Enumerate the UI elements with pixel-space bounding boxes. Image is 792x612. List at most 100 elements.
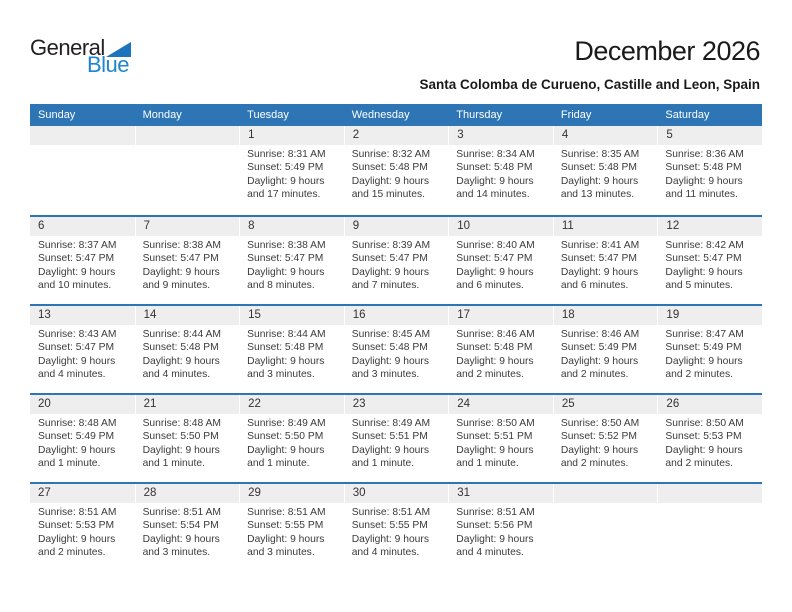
day-cell-18: 18 Sunrise: 8:46 AM Sunset: 5:49 PM Dayligh… [552, 306, 658, 393]
week-row-3: 13 Sunrise: 8:43 AM Sunset: 5:47 PM Dayligh… [30, 304, 762, 393]
day-number [552, 484, 658, 503]
day-number: 23 [343, 395, 449, 414]
calendar-grid: 1 Sunrise: 8:31 AM Sunset: 5:49 PM Daylight… [30, 126, 762, 571]
day-detail-line: Sunset: 5:48 PM [351, 162, 428, 174]
day-details: Sunrise: 8:46 AM Sunset: 5:49 PM Daylight:… [553, 325, 658, 382]
day-detail-line: Daylight: 9 hours [142, 266, 220, 278]
day-number: 13 [30, 306, 135, 325]
day-cell-25: 25 Sunrise: 8:50 AM Sunset: 5:52 PM Dayligh… [552, 395, 658, 482]
day-detail-line: Sunrise: 8:46 AM [560, 329, 640, 340]
day-detail-line: Daylight: 9 hours [456, 444, 534, 456]
day-number [30, 126, 135, 145]
day-details: Sunrise: 8:48 AM Sunset: 5:49 PM Daylight:… [30, 414, 135, 471]
day-cell-10: 10 Sunrise: 8:40 AM Sunset: 5:47 PM Dayligh… [448, 217, 553, 304]
day-number: 15 [239, 306, 344, 325]
day-detail-line: and 3 minutes. [142, 547, 211, 559]
day-number: 26 [657, 395, 762, 414]
day-number: 24 [448, 395, 553, 414]
weekday-header-thursday: Thursday [456, 109, 503, 121]
day-details: Sunrise: 8:45 AM Sunset: 5:48 PM Daylight:… [344, 325, 449, 382]
day-detail-line: Sunrise: 8:39 AM [351, 240, 431, 251]
day-detail-line: Daylight: 9 hours [38, 444, 116, 456]
weekday-header-wednesday: Wednesday [351, 109, 410, 121]
day-details: Sunrise: 8:49 AM Sunset: 5:51 PM Daylight:… [344, 414, 449, 471]
day-detail-line: Sunset: 5:52 PM [560, 431, 637, 443]
day-details: Sunrise: 8:39 AM Sunset: 5:47 PM Daylight:… [344, 236, 449, 293]
day-detail-line: and 3 minutes. [247, 369, 315, 381]
day-detail-line: Daylight: 9 hours [456, 355, 534, 367]
day-number: 11 [552, 217, 658, 236]
day-cell-27: 27 Sunrise: 8:51 AM Sunset: 5:53 PM Dayligh… [30, 484, 135, 571]
day-number: 12 [657, 217, 762, 236]
weekday-header-friday: Friday [560, 109, 592, 121]
day-detail-line: Sunset: 5:47 PM [247, 253, 324, 265]
day-detail-line: Sunrise: 8:50 AM [560, 418, 640, 429]
day-detail-line: Sunset: 5:47 PM [560, 253, 637, 265]
weekday-header-tuesday: Tuesday [247, 109, 289, 121]
day-details: Sunrise: 8:50 AM Sunset: 5:51 PM Daylight:… [448, 414, 553, 471]
day-cell-31: 31 Sunrise: 8:51 AM Sunset: 5:56 PM Dayligh… [448, 484, 553, 571]
day-details: Sunrise: 8:37 AM Sunset: 5:47 PM Daylight:… [30, 236, 135, 293]
day-number: 14 [134, 306, 240, 325]
day-detail-line: Daylight: 9 hours [38, 355, 116, 367]
week-row-2: 6 Sunrise: 8:37 AM Sunset: 5:47 PM Daylight… [30, 215, 762, 304]
day-detail-line: Sunset: 5:47 PM [38, 253, 115, 265]
logo-general-text: General [30, 35, 105, 60]
day-cell-29: 29 Sunrise: 8:51 AM Sunset: 5:55 PM Dayligh… [239, 484, 344, 571]
day-cell-2: 2 Sunrise: 8:32 AM Sunset: 5:48 PM Daylight… [343, 126, 449, 215]
day-details: Sunrise: 8:51 AM Sunset: 5:55 PM Daylight:… [239, 503, 344, 560]
day-detail-line: and 7 minutes. [351, 280, 420, 292]
day-detail-line: Sunset: 5:47 PM [38, 342, 115, 354]
day-cell-empty [134, 126, 240, 215]
day-cell-28: 28 Sunrise: 8:51 AM Sunset: 5:54 PM Dayligh… [134, 484, 240, 571]
day-detail-line: Sunrise: 8:50 AM [456, 418, 535, 429]
day-detail-line: Sunrise: 8:32 AM [351, 149, 431, 160]
day-number: 3 [448, 126, 553, 145]
weekday-header-row: Sunday Monday Tuesday Wednesday Thursday Frid… [30, 104, 762, 126]
day-detail-line: Sunrise: 8:40 AM [456, 240, 535, 251]
day-detail-line: Sunrise: 8:46 AM [456, 329, 535, 340]
day-details: Sunrise: 8:34 AM Sunset: 5:48 PM Daylight:… [448, 145, 553, 202]
day-cell-empty [552, 484, 658, 571]
day-details: Sunrise: 8:42 AM Sunset: 5:47 PM Daylight:… [657, 236, 762, 293]
day-number: 18 [552, 306, 658, 325]
day-detail-line: Sunset: 5:48 PM [142, 342, 219, 354]
day-details: Sunrise: 8:44 AM Sunset: 5:48 PM Daylight:… [135, 325, 240, 382]
day-detail-line: Daylight: 9 hours [142, 355, 220, 367]
day-detail-line: Sunrise: 8:50 AM [665, 418, 744, 429]
day-detail-line: Sunset: 5:47 PM [665, 253, 742, 265]
day-number: 2 [343, 126, 449, 145]
title-block: December 2026 Santa Colomba de Curueno, … [419, 36, 760, 92]
day-detail-line: Sunrise: 8:48 AM [142, 418, 221, 429]
day-detail-line: and 13 minutes. [560, 189, 635, 201]
day-details [135, 145, 240, 148]
day-detail-line: and 4 minutes. [142, 369, 211, 381]
day-cell-26: 26 Sunrise: 8:50 AM Sunset: 5:53 PM Dayligh… [657, 395, 762, 482]
day-detail-line: and 2 minutes. [665, 369, 733, 381]
logo: General Blue [30, 37, 131, 76]
day-detail-line: Daylight: 9 hours [247, 355, 325, 367]
day-detail-line: Sunrise: 8:42 AM [665, 240, 744, 251]
day-cell-5: 5 Sunrise: 8:36 AM Sunset: 5:48 PM Daylight… [657, 126, 762, 215]
day-detail-line: Sunset: 5:51 PM [351, 431, 428, 443]
day-number: 28 [134, 484, 240, 503]
day-details: Sunrise: 8:35 AM Sunset: 5:48 PM Daylight:… [553, 145, 658, 202]
day-detail-line: and 3 minutes. [247, 547, 315, 559]
weekday-header-sunday: Sunday [38, 109, 76, 121]
day-detail-line: Daylight: 9 hours [665, 266, 743, 278]
day-detail-line: Daylight: 9 hours [351, 266, 429, 278]
day-number: 19 [657, 306, 762, 325]
day-details [553, 503, 658, 506]
day-detail-line: Sunset: 5:55 PM [247, 520, 324, 532]
weekday-header-monday: Monday [142, 109, 182, 121]
day-detail-line: Sunrise: 8:47 AM [665, 329, 744, 340]
day-detail-line: and 9 minutes. [142, 280, 211, 292]
day-number: 7 [134, 217, 240, 236]
day-detail-line: Sunrise: 8:44 AM [247, 329, 326, 340]
day-detail-line: and 15 minutes. [351, 189, 425, 201]
day-cell-21: 21 Sunrise: 8:48 AM Sunset: 5:50 PM Dayligh… [134, 395, 240, 482]
month-title: December 2026 [574, 36, 760, 66]
day-number: 16 [343, 306, 449, 325]
day-detail-line: and 14 minutes. [456, 189, 530, 201]
day-detail-line: Sunrise: 8:45 AM [351, 329, 431, 340]
